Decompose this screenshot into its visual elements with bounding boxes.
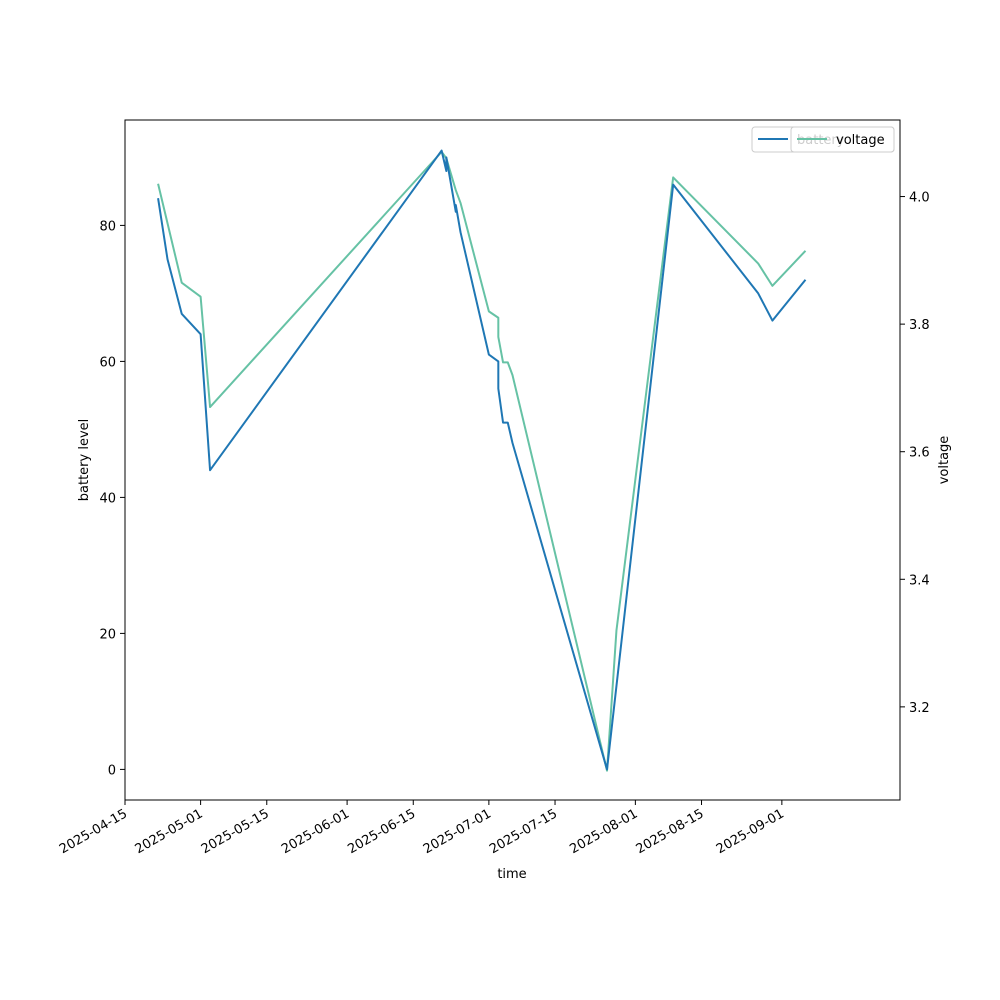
- y-left-tick-label: 20: [99, 627, 116, 642]
- series-line-battery: [157, 149, 807, 771]
- plot-frame: [124, 119, 901, 801]
- y-right-tick-label: 3.4: [909, 573, 930, 588]
- y-right-tick-label: 3.8: [909, 318, 930, 333]
- y-left-tick-label: 40: [99, 491, 116, 506]
- y-axis-left-label: battery level: [77, 419, 92, 502]
- series-layer: [157, 149, 807, 772]
- legend-voltage: voltage: [790, 126, 895, 153]
- legend-voltage-label: voltage: [836, 133, 885, 148]
- y-axis-left: 0 20 40 60 80: [99, 219, 125, 778]
- y-right-tick-label: 4.0: [909, 191, 930, 206]
- x-axis-label: time: [497, 867, 526, 882]
- y-axis-right: 3.2 3.4 3.6 3.8 4.0: [900, 191, 930, 716]
- y-right-tick-label: 3.2: [909, 701, 930, 716]
- y-right-tick-label: 3.6: [909, 446, 930, 461]
- y-left-tick-label: 80: [99, 219, 116, 234]
- y-axis-right-label: voltage: [937, 436, 952, 485]
- y-left-tick-label: 0: [108, 763, 116, 778]
- series-line-voltage: [157, 150, 807, 772]
- plot-area: [125, 120, 900, 800]
- y-left-tick-label: 60: [99, 355, 116, 370]
- legend-voltage-box: [790, 126, 895, 153]
